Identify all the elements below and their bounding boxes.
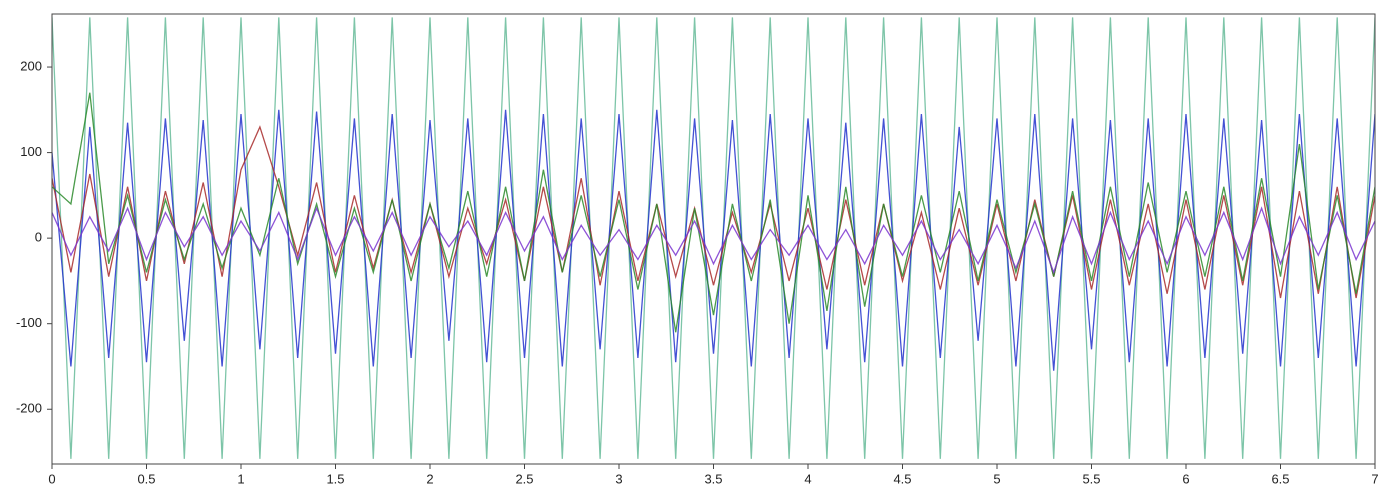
x-tick-label: 1 — [237, 471, 244, 486]
series-line — [52, 92, 1375, 333]
x-tick-label: 4.5 — [893, 471, 911, 486]
x-tick-label: 3.5 — [704, 471, 722, 486]
series-line — [52, 17, 1375, 459]
series-line — [52, 109, 1375, 371]
x-tick-label: 1.5 — [326, 471, 344, 486]
x-tick-label: 2.5 — [515, 471, 533, 486]
x-tick-label: 2 — [426, 471, 433, 486]
y-tick-label: -200 — [16, 401, 42, 416]
x-tick-label: 6.5 — [1271, 471, 1289, 486]
x-tick-label: 6 — [1182, 471, 1189, 486]
x-tick-label: 0.5 — [137, 471, 155, 486]
x-tick-label: 5.5 — [1082, 471, 1100, 486]
plot-area — [52, 17, 1375, 459]
y-tick-label: 100 — [20, 144, 42, 159]
y-tick-label: -100 — [16, 315, 42, 330]
x-tick-label: 4 — [804, 471, 811, 486]
y-tick-label: 200 — [20, 58, 42, 73]
x-tick-label: 0 — [48, 471, 55, 486]
series-line — [52, 125, 1375, 299]
x-tick-label: 3 — [615, 471, 622, 486]
x-tick-label: 5 — [993, 471, 1000, 486]
x-tick-label: 7 — [1371, 471, 1378, 486]
y-tick-label: 0 — [35, 230, 42, 245]
series-line — [52, 206, 1375, 275]
